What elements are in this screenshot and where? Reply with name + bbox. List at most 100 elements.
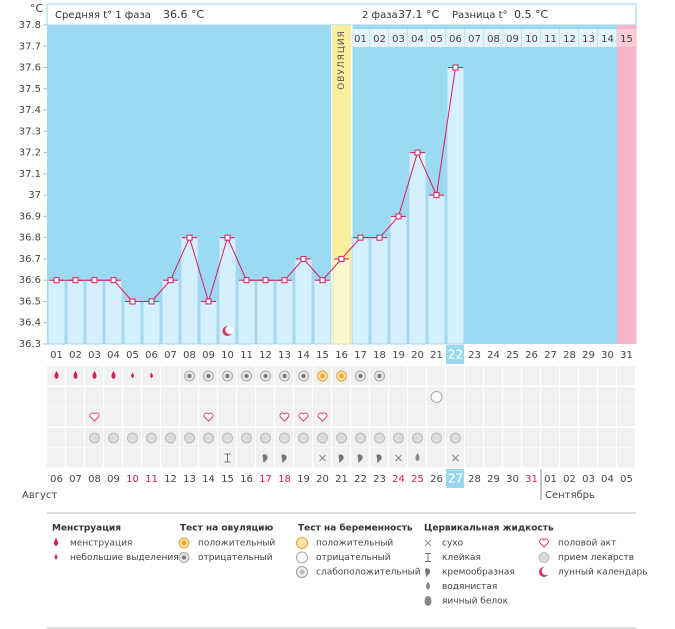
y-tick-label: 36.6	[19, 275, 41, 286]
date-label: 02	[563, 474, 576, 485]
temperature-bar	[47, 279, 66, 345]
grid-cell	[66, 428, 84, 448]
phase2-day: 09	[506, 34, 519, 45]
date-label: 22	[354, 474, 367, 485]
icon-heart	[317, 412, 328, 422]
phase1-value: 36.6 °C	[163, 8, 204, 21]
grid-cell	[427, 448, 445, 468]
grid-cell	[465, 407, 483, 427]
y-tick-label: 37	[28, 190, 41, 201]
temperature-bar	[104, 279, 123, 345]
icon-heart	[203, 412, 214, 422]
grid-cell	[408, 387, 426, 407]
grid-cell	[541, 366, 559, 386]
grid-cell	[617, 428, 635, 448]
phase2-day: 01	[354, 34, 367, 45]
icon-drop	[92, 371, 97, 379]
icon-pill	[450, 432, 461, 444]
date-cell	[180, 469, 198, 488]
x-tick-label: 02	[69, 350, 82, 361]
phase2-cell	[484, 29, 503, 47]
grid-cell	[218, 387, 236, 407]
icon-pill	[393, 432, 404, 444]
temperature-point	[281, 277, 288, 284]
temperature-bar	[332, 258, 351, 345]
grid-cell	[579, 366, 597, 386]
grid-cell	[560, 428, 578, 448]
temperature-point	[376, 234, 383, 241]
icon-creamy	[425, 568, 431, 577]
icon-pill	[279, 432, 290, 444]
grid-cell	[522, 366, 540, 386]
phase2-cell	[465, 29, 484, 47]
date-label: 30	[506, 474, 519, 485]
temperature-bar	[389, 215, 408, 345]
icon-dot	[358, 374, 363, 378]
grid-cell	[579, 428, 597, 448]
legend-item: слабоположительный	[316, 568, 421, 578]
icon-dry	[452, 454, 459, 462]
grid-cell	[389, 387, 407, 407]
legend-item: небольшие выделения	[70, 553, 179, 563]
temperature-line	[56, 67, 456, 304]
date-label: 28	[468, 474, 481, 485]
x-tick-label: 25	[506, 350, 519, 361]
icon-dry	[424, 539, 432, 547]
x-tick-label: 09	[202, 350, 215, 361]
grid-cell	[104, 387, 122, 407]
y-tick-label: 37.3	[19, 126, 41, 137]
axis-unit: °C	[30, 2, 44, 15]
grid-cell	[484, 407, 502, 427]
column-bg	[313, 25, 333, 344]
temperature-point	[300, 255, 307, 262]
date-cell	[142, 469, 160, 488]
x-tick-label: 18	[373, 350, 386, 361]
grid-cell	[123, 407, 141, 427]
x-tick-label: 15	[316, 350, 329, 361]
phase2-day: 13	[582, 34, 595, 45]
y-tick-label: 36.9	[19, 211, 41, 222]
grid-cell	[351, 387, 369, 407]
x-tick-label: 17	[354, 350, 367, 361]
date-cell	[427, 469, 445, 488]
temperature-bar	[237, 279, 256, 345]
temperature-point	[243, 277, 250, 284]
legend-item: половой акт	[558, 539, 616, 549]
temperature-point	[452, 64, 459, 71]
grid-cell	[522, 407, 540, 427]
legend-item: клейкая	[442, 553, 481, 563]
temperature-point	[224, 234, 231, 241]
icon-pill	[184, 432, 195, 444]
date-cell	[446, 469, 464, 488]
icon-dot	[182, 555, 186, 560]
column-bg	[199, 25, 219, 344]
date-cell	[237, 469, 255, 488]
diff-label: Разница t°	[452, 10, 508, 21]
grid-cell	[541, 448, 559, 468]
grid-cell	[389, 366, 407, 386]
date-label: 08	[88, 474, 101, 485]
legend-item: отрицательный	[198, 553, 273, 563]
temperature-bar	[351, 237, 370, 345]
phase2-cell	[541, 29, 560, 47]
icon-dot	[225, 374, 230, 378]
icon-pill	[222, 432, 233, 444]
temperature-bar	[66, 279, 85, 345]
grid-cell	[123, 448, 141, 468]
month-label: Август	[22, 490, 57, 501]
icon-moon-cut	[225, 325, 234, 335]
date-cell	[332, 469, 350, 488]
grid-cell	[560, 387, 578, 407]
ovulation-label: ОВУЛЯЦИЯ	[337, 30, 347, 90]
legend-item: положительный	[316, 539, 393, 549]
date-label: 21	[335, 474, 348, 485]
icon-sticky	[425, 553, 431, 562]
grid-cell	[484, 428, 502, 448]
x-tick-label: 14	[297, 350, 310, 361]
date-cell	[541, 469, 559, 488]
icon-pill	[260, 432, 271, 444]
column-bg	[85, 25, 105, 344]
icon-sticky	[224, 453, 231, 463]
icon-dot	[244, 374, 249, 378]
grid-cell	[237, 407, 255, 427]
